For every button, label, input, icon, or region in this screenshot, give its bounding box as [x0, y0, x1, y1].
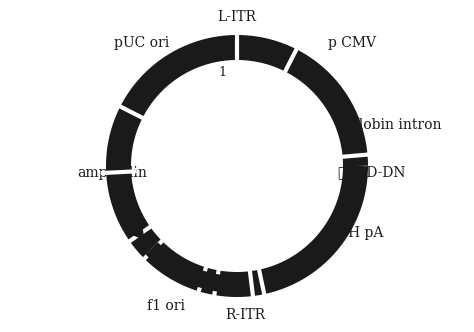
Text: 亿ADD-DN: 亿ADD-DN [337, 166, 406, 180]
Polygon shape [192, 270, 208, 288]
Text: hGH pA: hGH pA [328, 226, 383, 240]
Text: f1 ori: f1 ori [147, 298, 185, 312]
Text: 1: 1 [218, 66, 226, 79]
Text: R-ITR: R-ITR [225, 308, 265, 322]
Text: β-globin intron: β-globin intron [337, 118, 442, 132]
Polygon shape [121, 114, 136, 129]
Text: L-ITR: L-ITR [218, 10, 256, 24]
Polygon shape [209, 274, 223, 291]
Polygon shape [146, 243, 165, 263]
Polygon shape [265, 43, 282, 58]
Polygon shape [129, 223, 144, 239]
Text: ampicillin: ampicillin [77, 166, 147, 180]
Polygon shape [347, 181, 363, 197]
Text: pUC ori: pUC ori [114, 36, 169, 49]
Text: p CMV: p CMV [328, 36, 375, 49]
